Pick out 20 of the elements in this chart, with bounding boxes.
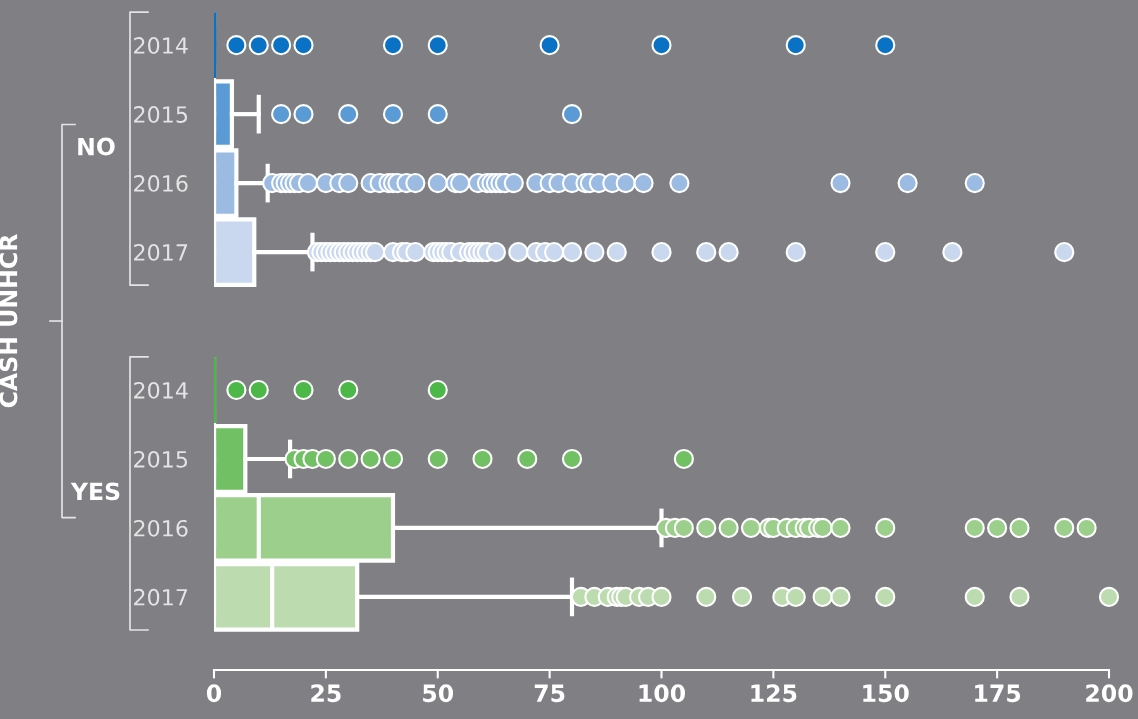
x-tick-label: 100 [639,684,686,703]
text: NO [78,137,115,156]
y-tick-label: 2016 [134,519,188,537]
x-tick-label: 150 [863,684,909,703]
y-tick-label: 2014 [134,381,188,399]
y-tick-label: 2015 [134,450,188,468]
x-tick-label: 200 [1086,684,1133,703]
y-tick-label: 2017 [134,588,188,606]
y-tick-label: 2014 [134,37,188,54]
y-tick-label: 2016 [134,175,188,192]
x-tick-label: 175 [975,684,1021,703]
x-tick-label: 50 [423,684,454,703]
x-tick-label: 75 [534,684,565,703]
text: YES [70,482,120,501]
y-tick-label: 2017 [134,244,188,261]
x-tick-label: 125 [751,684,797,703]
x-tick-label: 0 [206,684,222,703]
x-tick-label: 25 [311,684,341,703]
y-axis-title: CASH UNHCR [0,234,18,408]
y-tick-label: 2015 [134,106,188,123]
